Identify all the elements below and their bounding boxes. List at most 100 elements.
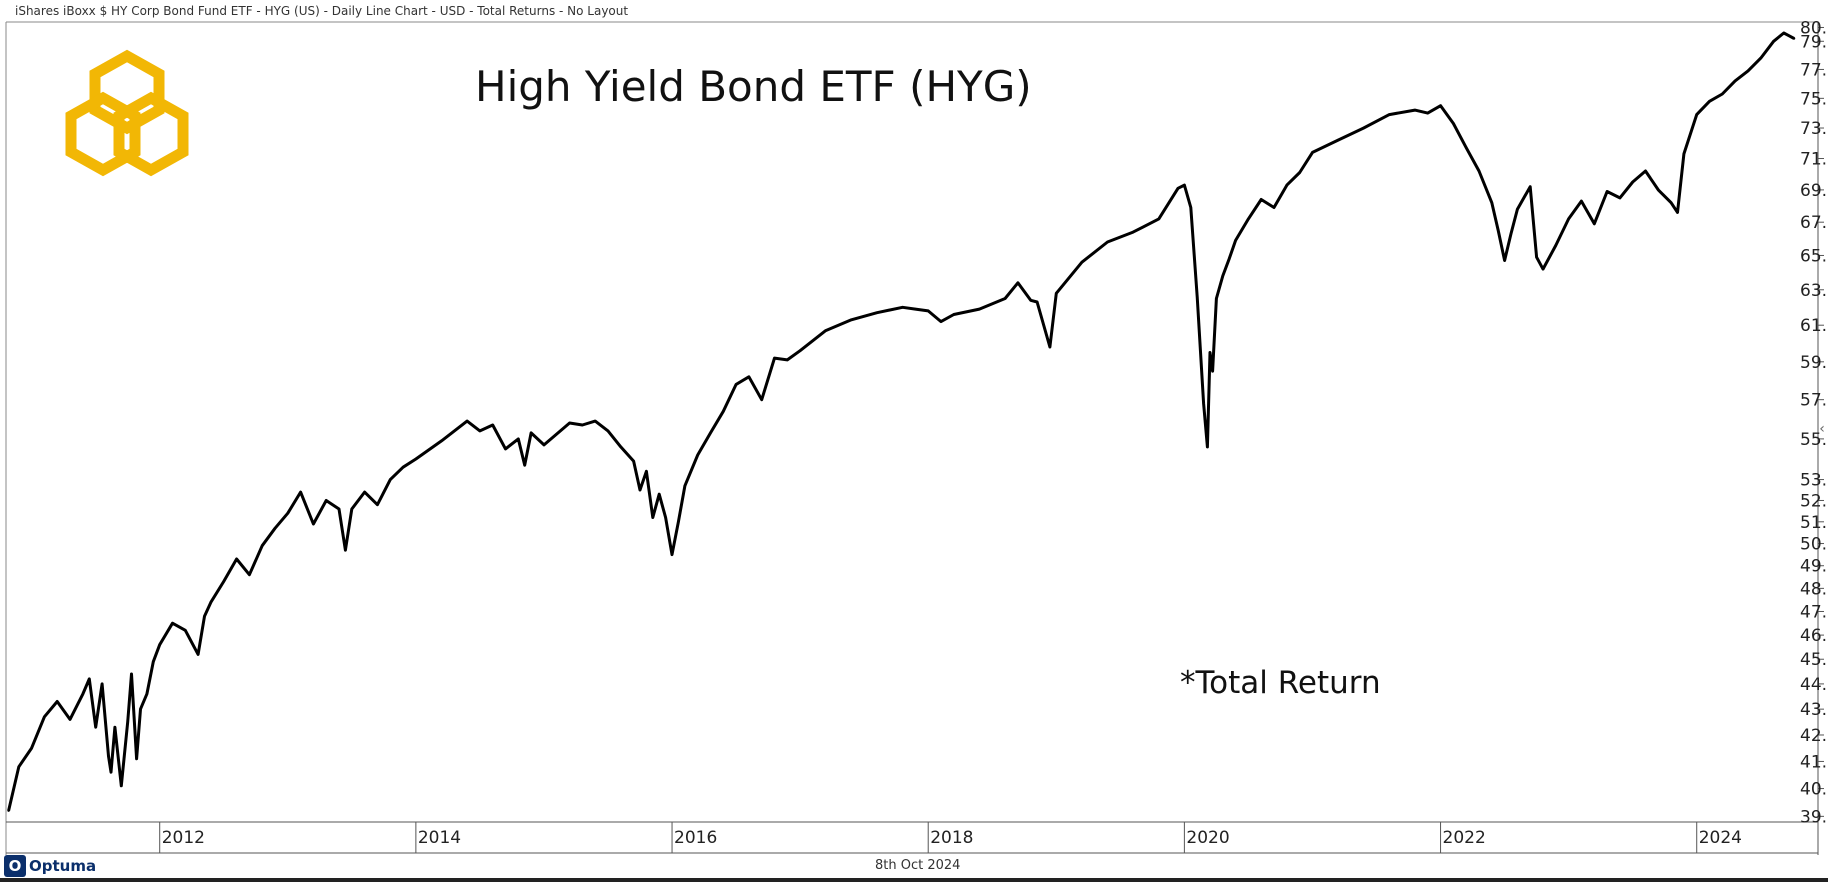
data-point: [824, 329, 827, 332]
data-point: [235, 557, 238, 561]
axis-collapse-handle[interactable]: ‹: [1819, 421, 1825, 437]
data-point: [1782, 31, 1786, 35]
data-point: [952, 313, 955, 316]
data-point: [504, 447, 507, 451]
data-point: [786, 358, 789, 362]
y-tick-label: 47.00: [1800, 602, 1828, 622]
data-point: [88, 677, 91, 681]
y-tick-label: 39.00: [1800, 807, 1828, 827]
data-point: [196, 653, 200, 656]
x-tick-label: 2024: [1699, 828, 1742, 848]
y-tick-label: 55.00: [1800, 430, 1828, 450]
data-point: [645, 470, 648, 473]
data-point: [1580, 199, 1583, 203]
data-point: [1439, 104, 1442, 107]
y-tick-label: 43.00: [1800, 700, 1828, 720]
data-point: [1221, 274, 1225, 278]
y-tick-label: 59.00: [1800, 353, 1828, 373]
y-tick-label: 69.00: [1800, 181, 1828, 201]
data-point: [130, 672, 133, 676]
data-point: [1490, 201, 1494, 204]
data-point: [299, 490, 302, 494]
data-point: [1452, 122, 1455, 125]
y-tick-label: 51.00: [1800, 513, 1828, 533]
data-point: [286, 512, 289, 515]
data-point: [1183, 183, 1186, 187]
data-point: [939, 320, 943, 323]
data-point: [113, 726, 117, 729]
data-point: [1234, 239, 1237, 242]
y-tick-label: 57.00: [1800, 391, 1828, 411]
data-point: [581, 423, 584, 427]
data-point: [1016, 281, 1020, 284]
data-point: [171, 622, 174, 625]
x-tick-label: 2012: [162, 828, 205, 848]
series-line: [7, 31, 1795, 812]
data-point: [1759, 56, 1763, 60]
data-point: [523, 464, 526, 467]
data-point: [619, 445, 622, 449]
footer-brand: O Optuma: [4, 855, 96, 877]
data-point: [465, 419, 469, 423]
data-point: [43, 715, 46, 718]
data-point: [478, 429, 482, 433]
data-point: [542, 443, 546, 447]
data-point: [1196, 295, 1199, 298]
data-point: [1733, 79, 1737, 83]
data-point: [248, 573, 251, 576]
data-point: [1676, 211, 1679, 214]
data-point: [927, 309, 930, 313]
data-point: [696, 453, 699, 457]
y-tick-label: 65.00: [1800, 246, 1828, 266]
data-point: [1157, 217, 1161, 221]
data-point: [670, 553, 674, 556]
data-point: [1413, 108, 1417, 112]
data-point: [606, 429, 610, 433]
data-point: [747, 375, 751, 378]
data-point: [1682, 152, 1686, 156]
data-point: [107, 754, 110, 758]
y-tick-label: 80.00: [1800, 18, 1828, 38]
data-point: [875, 311, 879, 314]
data-point: [1477, 169, 1481, 173]
x-axis: 2012 2014 2016 2018 2020 2022 2024: [159, 822, 1742, 853]
data-point: [1260, 198, 1263, 201]
data-point: [978, 307, 981, 311]
data-point: [1567, 217, 1570, 221]
data-point: [414, 457, 418, 461]
data-point: [1336, 138, 1340, 142]
y-tick-label: 45.00: [1800, 650, 1828, 670]
data-point: [184, 629, 187, 632]
series-group: [7, 31, 1796, 812]
data-point: [145, 692, 149, 696]
data-point: [517, 437, 520, 441]
data-point: [1106, 240, 1109, 244]
data-point: [17, 765, 20, 768]
data-point: [722, 410, 725, 413]
data-point: [1048, 345, 1052, 349]
data-point: [222, 580, 225, 583]
chart-title: High Yield Bond ETF (HYG): [475, 62, 1032, 111]
data-point: [337, 507, 341, 511]
data-point: [529, 431, 533, 435]
chart-annotation: *Total Return: [1180, 665, 1381, 701]
data-point: [683, 484, 687, 487]
data-point: [773, 356, 776, 360]
data-point: [120, 784, 123, 787]
y-tick-label: 49.00: [1800, 557, 1828, 577]
data-point: [273, 527, 277, 530]
data-point: [440, 439, 443, 443]
data-point: [638, 488, 642, 492]
data-point: [389, 478, 392, 481]
data-point: [1516, 208, 1519, 211]
data-point: [1631, 180, 1634, 184]
optuma-logo-icon: O: [4, 855, 26, 877]
y-tick-label: 48.00: [1800, 579, 1828, 599]
data-point: [677, 520, 680, 523]
data-point: [94, 726, 97, 729]
y-tick-label: 44.00: [1800, 675, 1828, 695]
data-point: [491, 423, 494, 427]
data-point: [1497, 229, 1500, 232]
data-point: [1311, 151, 1314, 154]
